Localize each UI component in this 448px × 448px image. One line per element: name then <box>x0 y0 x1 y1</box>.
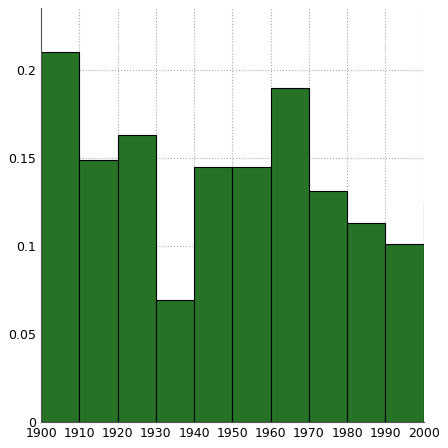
Bar <box>309 191 347 422</box>
Bar <box>79 159 118 422</box>
Bar <box>233 167 271 422</box>
Bar <box>385 244 424 422</box>
Bar <box>424 202 448 422</box>
Bar <box>118 135 156 422</box>
Bar <box>194 167 233 422</box>
Bar <box>41 52 79 422</box>
Bar <box>271 87 309 422</box>
Bar <box>156 301 194 422</box>
Bar <box>347 223 385 422</box>
